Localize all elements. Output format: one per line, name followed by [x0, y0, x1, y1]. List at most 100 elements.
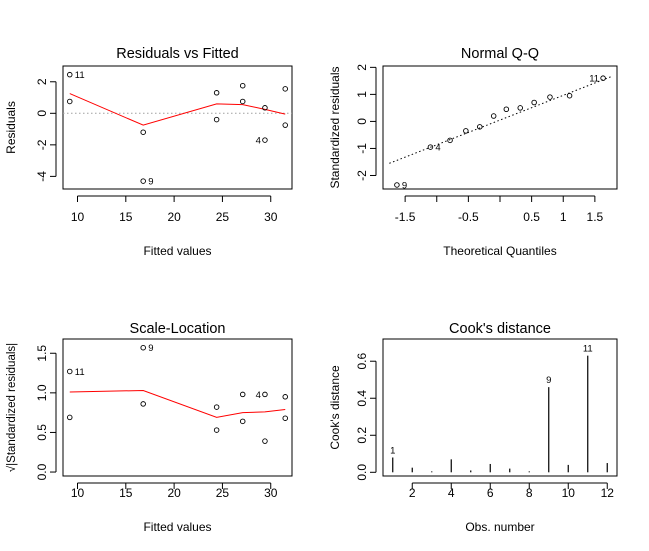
x-tick-label: 8 [526, 486, 533, 500]
smooth-line [69, 389, 286, 418]
x-tick-label: 20 [167, 210, 181, 224]
point-label: 9 [148, 343, 153, 354]
data-point [262, 391, 268, 398]
x-tick-label: 0.5 [523, 210, 540, 224]
x-tick-label: 20 [167, 486, 181, 500]
y-tick-label: 0.0 [35, 463, 49, 480]
x-tick-label: 1.5 [587, 210, 604, 224]
y-tick-label: 2 [35, 78, 49, 85]
data-point [213, 404, 220, 410]
y-axis-label: √|Standardized residuals| [5, 343, 18, 472]
qq-reference-line [389, 76, 611, 164]
y-tick-label: 2 [355, 64, 369, 71]
x-tick-label: 30 [264, 486, 278, 500]
x-axis-label: Theoretical Quantiles [443, 244, 556, 258]
smooth-line [69, 93, 286, 126]
x-axis-label: Fitted values [143, 520, 211, 534]
data-point [239, 98, 246, 105]
data-point [239, 418, 246, 425]
data-point [503, 106, 510, 113]
data-point [140, 129, 146, 135]
data-point [547, 94, 553, 100]
point-label: 11 [75, 70, 85, 81]
x-tick-label: 15 [119, 210, 133, 224]
x-tick-label: 1 [560, 210, 567, 224]
plot-frame [382, 65, 618, 190]
y-axis-label: Standardized residuals [328, 66, 342, 188]
bar-label: 11 [583, 344, 593, 355]
data-point [213, 116, 220, 123]
bar-label: 1 [390, 445, 395, 456]
point-label: 11 [589, 74, 599, 85]
plot-frame [62, 338, 293, 477]
x-tick-label: -0.5 [458, 210, 479, 224]
data-point [282, 122, 288, 128]
y-tick-label: 0.5 [35, 424, 49, 441]
point-label: 4 [435, 143, 440, 154]
bar-label: 9 [546, 375, 551, 386]
data-point [566, 92, 573, 99]
residuals-vs-fitted-panel: Residuals vs Fitted Fitted values Residual… [4, 46, 293, 258]
plot-frame [62, 65, 293, 190]
data-point [427, 144, 434, 150]
plot-frame [382, 338, 618, 477]
data-point [600, 75, 606, 81]
point-label: 9 [148, 177, 153, 188]
x-axis-label: Obs. number [465, 520, 534, 534]
x-tick-label: 6 [487, 486, 494, 500]
data-point [490, 113, 497, 119]
data-point [517, 105, 523, 111]
y-tick-label: 1.5 [35, 345, 49, 362]
y-tick-label: 1 [355, 91, 369, 98]
y-tick-label: 0.0 [355, 464, 369, 481]
data-point [213, 427, 220, 433]
x-tick-label: 2 [409, 486, 416, 500]
data-point [394, 182, 400, 188]
chart-title: Scale-Location [130, 321, 226, 337]
x-tick-label: 15 [119, 486, 133, 500]
y-tick-label: 0 [35, 110, 49, 117]
x-tick-label: 12 [601, 486, 615, 500]
data-point [262, 438, 268, 444]
data-point [282, 394, 288, 400]
data-point [67, 368, 73, 375]
data-point [239, 82, 246, 89]
y-tick-label: 0 [355, 118, 369, 125]
x-tick-label: 25 [216, 486, 230, 500]
chart-title: Residuals vs Fitted [116, 46, 239, 62]
data-point [213, 90, 220, 96]
data-point [140, 401, 146, 407]
x-tick-label: 30 [264, 210, 278, 224]
chart-title: Cook's distance [449, 321, 551, 337]
chart-title: Normal Q-Q [461, 46, 539, 62]
point-label: 4 [256, 136, 261, 147]
y-tick-label: -4 [35, 171, 49, 182]
data-point [477, 124, 483, 130]
x-tick-label: 10 [562, 486, 576, 500]
point-label: 11 [75, 367, 85, 378]
x-tick-label: -1.5 [395, 210, 416, 224]
x-tick-label: 10 [71, 210, 85, 224]
data-point [67, 414, 73, 421]
data-point [262, 137, 268, 143]
data-point [282, 415, 288, 421]
y-axis-label: Cook's distance [328, 365, 342, 450]
point-label: 4 [256, 390, 261, 401]
x-axis-label: Fitted values [143, 244, 211, 258]
data-point [282, 86, 288, 92]
y-axis-label: Residuals [4, 101, 18, 154]
data-point [140, 178, 146, 184]
data-point [67, 98, 73, 105]
y-tick-label: 1.0 [35, 384, 49, 401]
data-point [67, 71, 73, 78]
data-point [463, 128, 469, 134]
x-tick-label: 10 [71, 486, 85, 500]
data-point [531, 99, 537, 106]
y-tick-label: 0.4 [355, 390, 369, 407]
y-tick-label: -1 [355, 143, 369, 154]
data-point [447, 137, 453, 144]
y-tick-label: -2 [35, 139, 49, 150]
x-tick-label: 4 [448, 486, 455, 500]
x-tick-label: 25 [216, 210, 230, 224]
